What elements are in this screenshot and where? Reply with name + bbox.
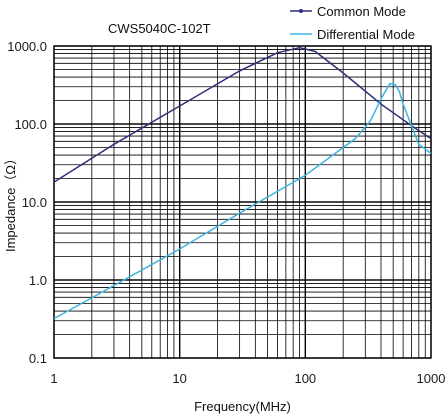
y-tick-label: 100.0 bbox=[14, 117, 47, 132]
y-tick-label: 10.0 bbox=[22, 195, 47, 210]
y-axis-label: Impedance（Ω） bbox=[3, 152, 18, 252]
y-tick-label: 0.1 bbox=[29, 351, 47, 366]
series-line-differential-mode bbox=[53, 82, 432, 320]
y-tick-label: 1.0 bbox=[29, 273, 47, 288]
legend-label-common-mode: Common Mode bbox=[317, 4, 406, 19]
legend-label-differential-mode: Differential Mode bbox=[317, 27, 415, 42]
chart-title: CWS5040C-102T bbox=[108, 21, 211, 36]
tick-labels: 1 10 100 1000 0.1 1.0 10.0 100.0 1000.0 bbox=[7, 39, 445, 386]
legend: Common Mode Differential Mode bbox=[290, 4, 415, 42]
x-tick-label: 10 bbox=[172, 371, 186, 386]
legend-item-differential-mode: Differential Mode bbox=[290, 27, 415, 42]
legend-item-common-mode: Common Mode bbox=[290, 4, 406, 19]
x-tick-label: 1000 bbox=[417, 371, 446, 386]
x-tick-label: 1 bbox=[50, 371, 57, 386]
x-axis-label: Frequency(MHz) bbox=[194, 399, 291, 414]
series-layer bbox=[53, 46, 432, 320]
y-tick-label: 1000.0 bbox=[7, 39, 47, 54]
x-tick-label: 100 bbox=[294, 371, 316, 386]
legend-marker-common-mode bbox=[299, 9, 303, 13]
series-line-common-mode bbox=[53, 46, 432, 183]
plot-frame bbox=[53, 45, 432, 359]
